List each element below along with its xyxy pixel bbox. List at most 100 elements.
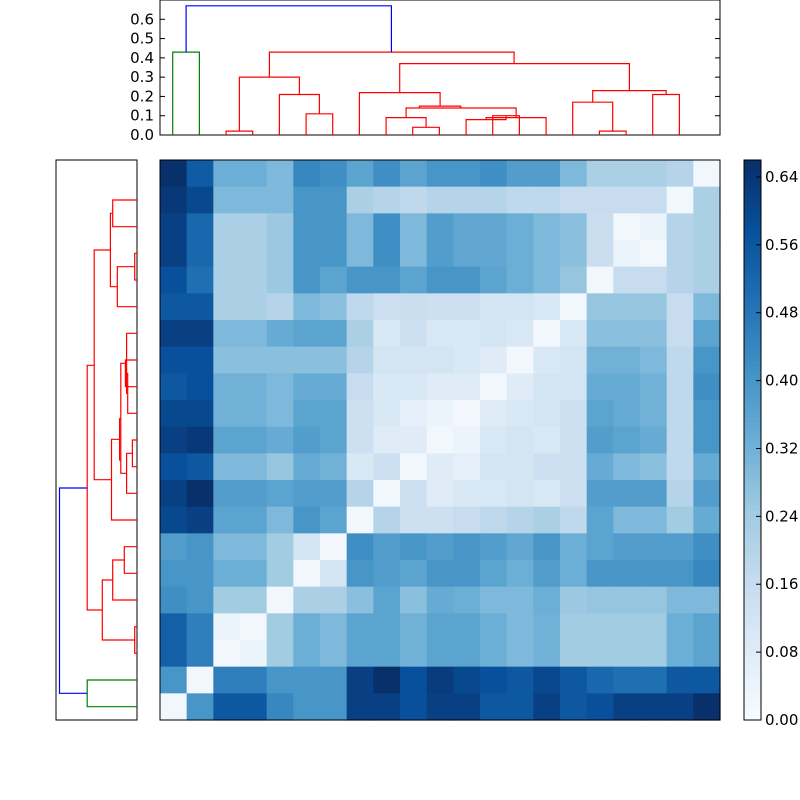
colorbar-segment [744,267,761,273]
heatmap-cell [346,666,374,694]
top-dendrogram-link [268,51,515,78]
heatmap-cell [320,266,348,294]
heatmap-cell [346,533,374,561]
heatmap-cell [506,453,534,481]
left-dendrogram-frame [55,159,138,721]
heatmap-cell [213,560,241,588]
heatmap-cell [186,320,214,348]
colorbar-segment [744,584,761,590]
heatmap-cell [240,373,268,401]
colorbar-tick-label: 0.40 [765,372,798,390]
heatmap-cell [266,240,294,268]
heatmap-cell [666,213,694,241]
heatmap-cell [160,426,188,454]
heatmap-cell [586,453,614,481]
heatmap-cell [426,346,454,374]
colorbar-segment [744,472,761,478]
heatmap-cell [613,586,641,614]
heatmap-cell [426,266,454,294]
colorbar-segment [744,286,761,292]
heatmap-cell [346,640,374,668]
heatmap-cell [186,506,214,534]
heatmap-cell [320,346,348,374]
heatmap-cell [400,586,428,614]
colorbar-segment [744,626,761,632]
heatmap-cell [506,373,534,401]
heatmap-cell [160,213,188,241]
heatmap-cell [213,186,241,214]
heatmap-cell [613,560,641,588]
colorbar-segment [744,426,761,432]
heatmap-cell [426,426,454,454]
heatmap-cell [480,320,508,348]
left-dendrogram-link [112,199,137,228]
heatmap-cell [506,560,534,588]
heatmap-cell [213,613,241,641]
heatmap-cell [453,480,481,508]
heatmap-cell [560,373,588,401]
heatmap-cell [480,480,508,508]
heatmap-cell [400,320,428,348]
heatmap-cell [266,373,294,401]
heatmap-cell [426,160,454,188]
heatmap-cell [186,426,214,454]
heatmap-cell [160,400,188,428]
heatmap-cell [586,426,614,454]
heatmap-cell [640,480,668,508]
heatmap-cell [400,373,428,401]
heatmap-cell [213,320,241,348]
heatmap-cell [533,320,561,348]
colorbar-segment [744,458,761,464]
heatmap-cell [506,426,534,454]
heatmap-cell [453,693,481,721]
heatmap-cell [346,586,374,614]
colorbar-segment [744,519,761,525]
colorbar-segment [744,398,761,404]
left-dendrogram-link [86,679,137,708]
colorbar-segment [744,300,761,306]
colorbar-segment [744,178,761,184]
heatmap-cell [240,266,268,294]
colorbar-segment [744,360,761,366]
colorbar-segment [744,393,761,399]
heatmap-cell [560,453,588,481]
left-dendrogram-link [109,212,118,288]
heatmap-cell [693,320,721,348]
heatmap-cell [373,613,401,641]
heatmap-cell [666,666,694,694]
heatmap-cell [160,560,188,588]
heatmap-cell [240,453,268,481]
heatmap-cell [613,640,641,668]
top-dendrogram-link [172,51,200,135]
heatmap-cell [240,480,268,508]
heatmap-cell [186,266,214,294]
heatmap-cell [213,586,241,614]
heatmap-cell [346,693,374,721]
heatmap-cell [640,186,668,214]
colorbar-segment [744,622,761,628]
heatmap-cell [693,400,721,428]
heatmap-cell [293,400,321,428]
heatmap-cell [400,160,428,188]
heatmap-cell [266,693,294,721]
heatmap-cell [533,426,561,454]
heatmap-cell [560,320,588,348]
heatmap-cell [693,293,721,321]
heatmap-cell [613,186,641,214]
colorbar-segment [744,365,761,371]
colorbar-segment [744,636,761,642]
top-dendrogram-tick-label: 0.4 [130,49,154,67]
heatmap-cell [266,640,294,668]
heatmap-cell [320,640,348,668]
heatmap-cell [453,266,481,294]
colorbar-segment [744,664,761,670]
heatmap-cell [533,186,561,214]
heatmap-cell [560,586,588,614]
heatmap-cell [266,586,294,614]
heatmap-cell [586,533,614,561]
heatmap-cell [613,346,641,374]
heatmap-cell [480,373,508,401]
heatmap-cell [426,586,454,614]
colorbar-segment [744,281,761,287]
heatmap-cell [373,213,401,241]
